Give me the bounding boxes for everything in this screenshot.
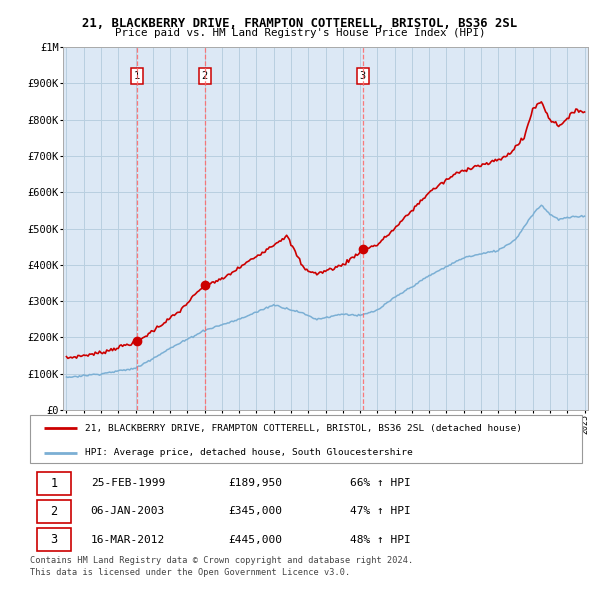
FancyBboxPatch shape (37, 471, 71, 495)
Text: Price paid vs. HM Land Registry's House Price Index (HPI): Price paid vs. HM Land Registry's House … (115, 28, 485, 38)
Text: £189,950: £189,950 (229, 478, 283, 488)
Text: £345,000: £345,000 (229, 506, 283, 516)
Text: 25-FEB-1999: 25-FEB-1999 (91, 478, 165, 488)
Text: 3: 3 (50, 533, 57, 546)
Text: 66% ↑ HPI: 66% ↑ HPI (350, 478, 411, 488)
Text: 2: 2 (202, 71, 208, 81)
Text: 47% ↑ HPI: 47% ↑ HPI (350, 506, 411, 516)
Text: 06-JAN-2003: 06-JAN-2003 (91, 506, 165, 516)
Text: HPI: Average price, detached house, South Gloucestershire: HPI: Average price, detached house, Sout… (85, 448, 413, 457)
Text: 48% ↑ HPI: 48% ↑ HPI (350, 535, 411, 545)
Text: 16-MAR-2012: 16-MAR-2012 (91, 535, 165, 545)
Text: 21, BLACKBERRY DRIVE, FRAMPTON COTTERELL, BRISTOL, BS36 2SL: 21, BLACKBERRY DRIVE, FRAMPTON COTTERELL… (82, 17, 518, 30)
Text: This data is licensed under the Open Government Licence v3.0.: This data is licensed under the Open Gov… (30, 568, 350, 576)
Text: 21, BLACKBERRY DRIVE, FRAMPTON COTTERELL, BRISTOL, BS36 2SL (detached house): 21, BLACKBERRY DRIVE, FRAMPTON COTTERELL… (85, 424, 522, 433)
Text: 3: 3 (360, 71, 366, 81)
FancyBboxPatch shape (37, 500, 71, 523)
Text: 1: 1 (50, 477, 57, 490)
FancyBboxPatch shape (30, 415, 582, 463)
Text: Contains HM Land Registry data © Crown copyright and database right 2024.: Contains HM Land Registry data © Crown c… (30, 556, 413, 565)
Text: 2: 2 (50, 505, 57, 518)
Text: 1: 1 (134, 71, 140, 81)
Text: £445,000: £445,000 (229, 535, 283, 545)
FancyBboxPatch shape (37, 528, 71, 551)
